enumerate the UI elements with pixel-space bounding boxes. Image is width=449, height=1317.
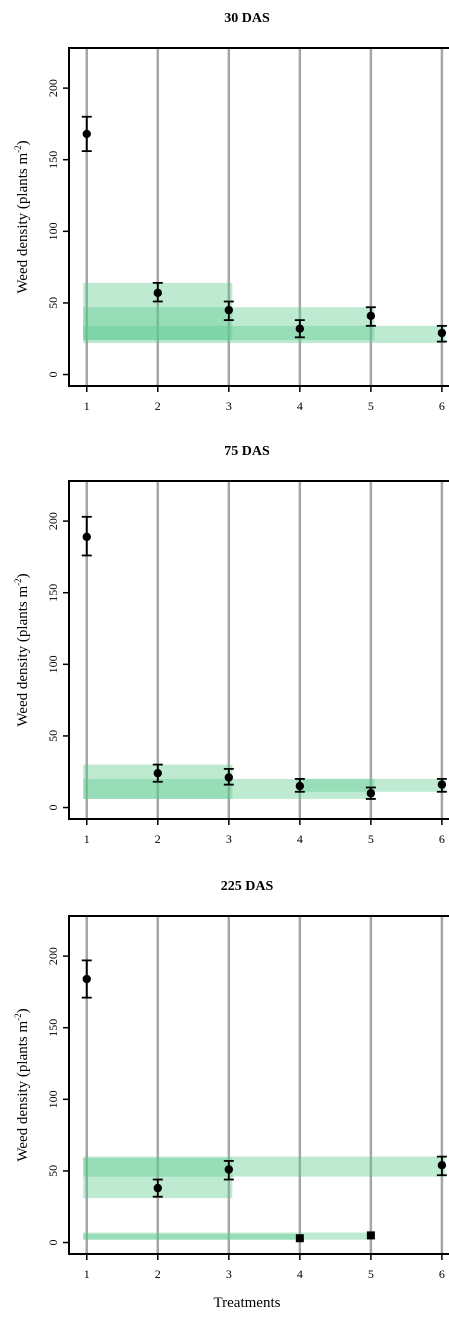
marker-circle — [437, 1161, 447, 1170]
y-axis-label: Weed density (plants m-2) — [13, 1008, 31, 1161]
band-3 — [83, 1232, 375, 1240]
band-3 — [83, 325, 446, 344]
y-axis-label-close: ) — [15, 140, 31, 145]
data-point-1 — [81, 959, 92, 999]
y-tick-label: 150 — [46, 151, 60, 169]
x-tick-label: 1 — [84, 832, 90, 846]
marker-circle — [437, 328, 447, 338]
y-tick-label: 100 — [46, 655, 60, 673]
data-point-5 — [365, 786, 376, 800]
y-tick-label: 0 — [46, 372, 60, 378]
marker-circle — [153, 768, 162, 778]
data-point-5 — [365, 306, 376, 327]
data-point-3 — [223, 1160, 234, 1181]
y-tick-label: 200 — [46, 79, 60, 97]
x-axis-label: Treatments — [214, 1295, 281, 1311]
y-tick-label: 0 — [46, 805, 60, 811]
data-point-6 — [436, 777, 447, 793]
marker-circle — [224, 305, 234, 315]
axes-frame — [68, 915, 449, 1255]
y-axis-label-superscript: -2 — [13, 1013, 23, 1021]
y-tick-label: 150 — [46, 1019, 60, 1037]
x-tick-label: 3 — [226, 399, 232, 413]
y-axis-label-superscript: -2 — [13, 145, 23, 153]
y-axis-label-close: ) — [15, 573, 31, 578]
x-tick-label: 4 — [297, 832, 303, 846]
data-point-2 — [152, 763, 163, 783]
y-tick-label: 50 — [46, 730, 60, 742]
band-4 — [83, 1233, 304, 1240]
data-point-3 — [223, 300, 234, 322]
chart-panel-1: 30 DAS 0 50 100 150 200 1 2 3 4 5 6 Weed density (pl… — [13, 11, 449, 413]
y-axis-label: Weed density (plants m-2) — [13, 573, 31, 726]
x-tick-label: 4 — [297, 1267, 303, 1281]
marker-circle — [366, 789, 376, 798]
x-tick-label: 2 — [155, 832, 161, 846]
x-tick-label: 2 — [155, 1267, 161, 1281]
y-tick-label: 100 — [46, 222, 60, 240]
y-axis-label-main: Weed density (plants m — [15, 586, 31, 727]
marker-circle — [437, 780, 447, 789]
y-tick-label: 100 — [46, 1090, 60, 1108]
y-axis-label-main: Weed density (plants m — [15, 153, 31, 294]
x-tick-label: 2 — [155, 399, 161, 413]
x-tick-label: 5 — [368, 832, 374, 846]
x-tick-label: 1 — [84, 399, 90, 413]
x-tick-label: 6 — [439, 832, 445, 846]
x-tick-label: 4 — [297, 399, 303, 413]
chart-title: 75 DAS — [224, 444, 270, 459]
axes-frame — [68, 47, 449, 387]
x-tick-label: 6 — [439, 1267, 445, 1281]
x-tick-label: 3 — [226, 832, 232, 846]
y-axis-label-main: Weed density (plants m — [15, 1021, 31, 1162]
marker-circle — [224, 1165, 234, 1174]
x-tick-label: 1 — [84, 1267, 90, 1281]
y-tick-label: 200 — [46, 512, 60, 530]
chart-panel-2: 75 DAS 0 50 100 150 200 1 2 3 4 5 6 Weed density (pl… — [13, 444, 449, 846]
x-tick-label: 3 — [226, 1267, 232, 1281]
band-2 — [83, 1156, 446, 1177]
data-point-6 — [436, 1155, 447, 1177]
axes-frame — [68, 480, 449, 820]
data-point-4 — [294, 319, 305, 339]
marker-circle — [82, 532, 91, 542]
data-point-4 — [294, 777, 305, 793]
y-tick-label: 200 — [46, 947, 60, 965]
y-tick-label: 50 — [46, 1165, 60, 1177]
y-tick-label: 0 — [46, 1240, 60, 1246]
marker-square — [295, 1234, 304, 1243]
chart-title: 30 DAS — [224, 11, 270, 26]
chart-panel-3: 225 DAS 0 50 100 150 200 1 2 3 4 5 6 Weed density (p… — [13, 879, 449, 1311]
marker-circle — [295, 781, 305, 791]
marker-circle — [295, 324, 305, 333]
marker-circle — [153, 288, 162, 298]
marker-square — [366, 1231, 375, 1240]
marker-circle — [82, 129, 91, 139]
band-3 — [296, 778, 446, 792]
y-tick-label: 50 — [46, 297, 60, 309]
x-tick-label: 5 — [368, 399, 374, 413]
data-point-4 — [295, 1234, 304, 1243]
y-axis-label-close: ) — [15, 1008, 31, 1013]
y-axis-label-superscript: -2 — [13, 578, 23, 586]
data-point-2 — [152, 281, 163, 303]
data-point-5 — [366, 1231, 375, 1240]
data-point-1 — [81, 115, 92, 153]
data-point-6 — [436, 324, 447, 343]
x-tick-label: 6 — [439, 399, 445, 413]
x-tick-label: 5 — [368, 1267, 374, 1281]
data-point-1 — [81, 515, 92, 557]
y-axis-label: Weed density (plants m-2) — [13, 140, 31, 293]
data-point-2 — [152, 1178, 163, 1198]
marker-circle — [153, 1183, 162, 1193]
marker-circle — [366, 311, 376, 321]
chart-title: 225 DAS — [221, 879, 274, 894]
y-tick-label: 150 — [46, 584, 60, 602]
marker-circle — [224, 773, 234, 782]
marker-circle — [82, 974, 91, 984]
data-point-3 — [223, 767, 234, 786]
